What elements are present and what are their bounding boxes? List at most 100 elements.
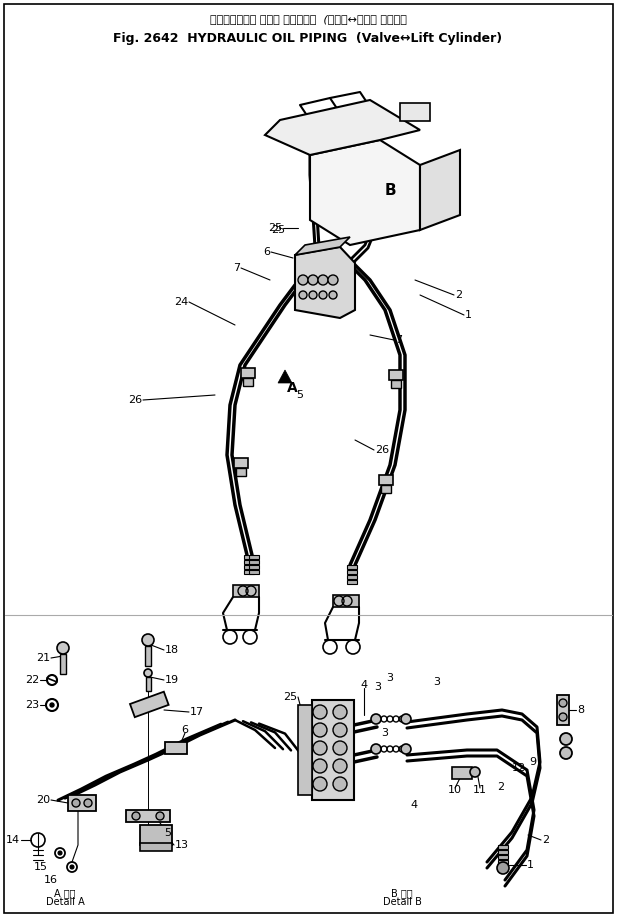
Bar xyxy=(243,378,253,386)
Text: 25: 25 xyxy=(271,225,285,235)
Text: 4: 4 xyxy=(410,800,418,810)
Text: Fig. 2642  HYDRAULIC OIL PIPING  (Valve↔Lift Cylinder): Fig. 2642 HYDRAULIC OIL PIPING (Valve↔Li… xyxy=(114,32,503,45)
Polygon shape xyxy=(295,247,355,318)
Text: 18: 18 xyxy=(165,645,179,655)
Bar xyxy=(498,850,508,854)
Circle shape xyxy=(142,634,154,646)
Bar xyxy=(498,860,508,864)
Text: Detail B: Detail B xyxy=(383,897,421,907)
Text: 20: 20 xyxy=(36,795,50,805)
Circle shape xyxy=(313,723,327,737)
Text: 22: 22 xyxy=(25,675,39,685)
Text: 25: 25 xyxy=(283,692,297,702)
Circle shape xyxy=(70,865,74,869)
Bar xyxy=(249,570,259,574)
Bar xyxy=(146,677,151,691)
Circle shape xyxy=(333,741,347,755)
Circle shape xyxy=(50,703,54,707)
Bar xyxy=(391,380,401,388)
Circle shape xyxy=(401,744,411,754)
Circle shape xyxy=(318,275,328,285)
Bar xyxy=(347,565,357,569)
Text: 7: 7 xyxy=(395,335,402,345)
Circle shape xyxy=(559,713,567,721)
Text: 25: 25 xyxy=(268,223,282,233)
Text: 17: 17 xyxy=(190,707,204,717)
Circle shape xyxy=(309,291,317,299)
Text: ハイドロリック オイル パイピング  (バルブ↔リフト シリンダ: ハイドロリック オイル パイピング (バルブ↔リフト シリンダ xyxy=(210,14,407,24)
Text: 1: 1 xyxy=(527,860,534,870)
Text: 13: 13 xyxy=(175,840,189,850)
Text: B 詳細: B 詳細 xyxy=(391,888,413,898)
Circle shape xyxy=(313,777,327,791)
Circle shape xyxy=(313,705,327,719)
Polygon shape xyxy=(310,140,420,245)
Circle shape xyxy=(333,759,347,773)
Text: 5: 5 xyxy=(165,828,172,838)
Text: 21: 21 xyxy=(36,653,50,663)
Text: 15: 15 xyxy=(34,862,48,872)
Text: 4: 4 xyxy=(360,680,368,690)
Bar xyxy=(249,555,259,559)
Bar xyxy=(298,705,312,795)
Text: B: B xyxy=(384,182,396,197)
Text: 6: 6 xyxy=(181,725,189,735)
Text: 7: 7 xyxy=(233,263,240,273)
Circle shape xyxy=(299,291,307,299)
Text: 26: 26 xyxy=(128,395,142,405)
Bar xyxy=(498,855,508,859)
Bar xyxy=(244,570,254,574)
Text: 3: 3 xyxy=(386,673,394,683)
Circle shape xyxy=(308,275,318,285)
Circle shape xyxy=(132,812,140,820)
Text: 2: 2 xyxy=(455,290,462,300)
Bar xyxy=(557,695,569,725)
Circle shape xyxy=(401,714,411,724)
Polygon shape xyxy=(278,370,292,383)
Text: 6: 6 xyxy=(263,247,270,257)
Circle shape xyxy=(298,275,308,285)
Text: 1: 1 xyxy=(465,310,472,320)
Circle shape xyxy=(328,275,338,285)
Bar xyxy=(400,103,430,121)
Text: A 詳細: A 詳細 xyxy=(54,888,76,898)
Circle shape xyxy=(559,699,567,707)
Text: 12: 12 xyxy=(512,763,526,773)
Text: 8: 8 xyxy=(577,705,584,715)
Text: 24: 24 xyxy=(174,297,188,307)
Bar xyxy=(68,795,96,811)
Circle shape xyxy=(319,291,327,299)
Circle shape xyxy=(371,744,381,754)
Circle shape xyxy=(84,799,92,807)
Circle shape xyxy=(313,759,327,773)
Text: 5: 5 xyxy=(297,390,304,400)
Text: 14: 14 xyxy=(6,835,20,845)
Text: 10: 10 xyxy=(448,785,462,795)
Bar xyxy=(347,570,357,574)
Text: 3: 3 xyxy=(434,677,441,687)
Polygon shape xyxy=(265,100,420,155)
Text: A: A xyxy=(287,381,297,395)
Bar xyxy=(379,475,393,485)
Text: 2: 2 xyxy=(497,782,504,792)
Bar xyxy=(244,560,254,564)
Bar xyxy=(347,580,357,584)
Bar xyxy=(234,458,248,468)
Polygon shape xyxy=(420,150,460,230)
Bar xyxy=(333,595,359,607)
Polygon shape xyxy=(383,195,393,205)
Text: 23: 23 xyxy=(25,700,39,710)
Text: Detail A: Detail A xyxy=(46,897,85,907)
Circle shape xyxy=(313,741,327,755)
Bar xyxy=(60,654,66,674)
Circle shape xyxy=(72,799,80,807)
Circle shape xyxy=(333,705,347,719)
Circle shape xyxy=(333,777,347,791)
Bar xyxy=(236,468,246,476)
Polygon shape xyxy=(295,237,350,255)
Circle shape xyxy=(57,642,69,654)
Text: 11: 11 xyxy=(473,785,487,795)
Circle shape xyxy=(470,767,480,777)
Bar xyxy=(249,560,259,564)
Bar xyxy=(233,585,259,597)
